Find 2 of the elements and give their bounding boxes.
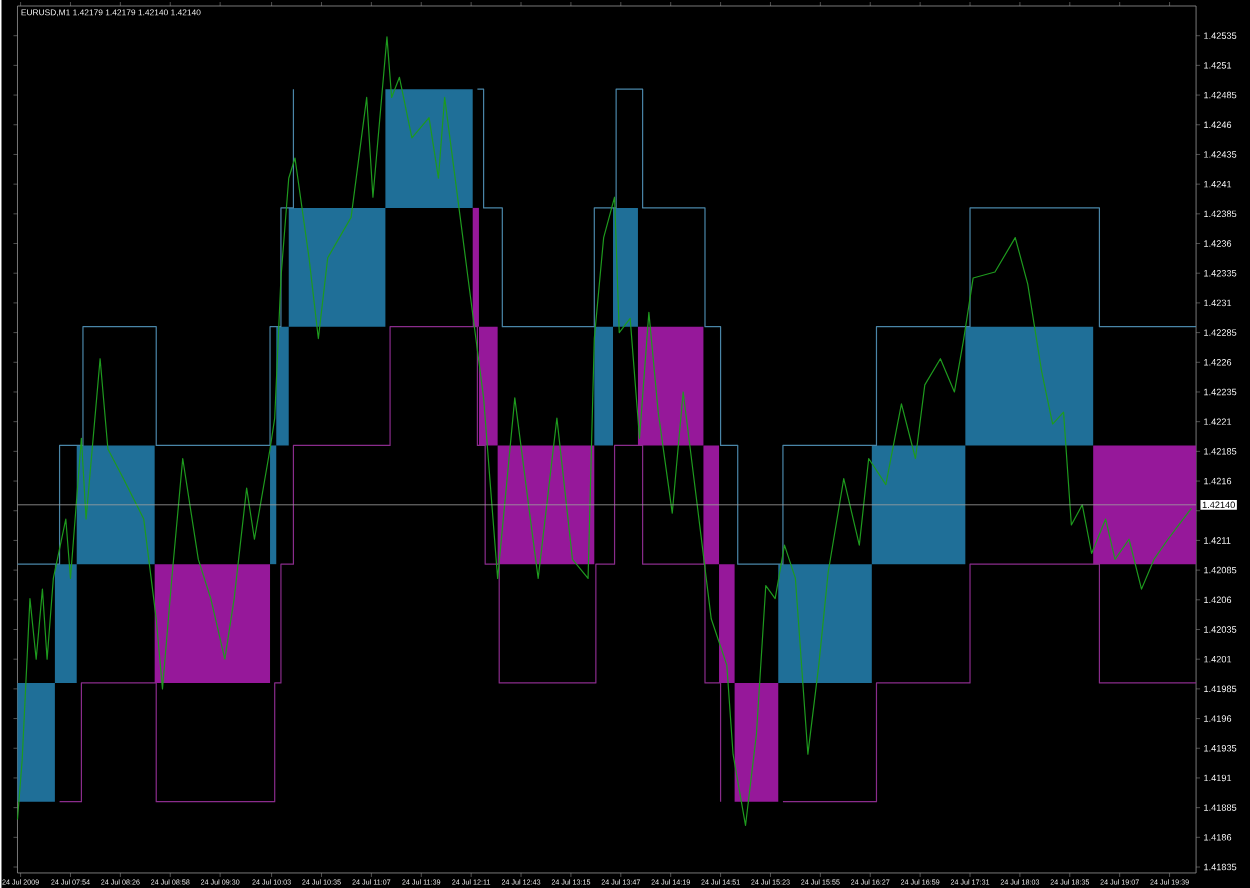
line-series — [16, 35, 1192, 826]
bar — [734, 682, 779, 802]
